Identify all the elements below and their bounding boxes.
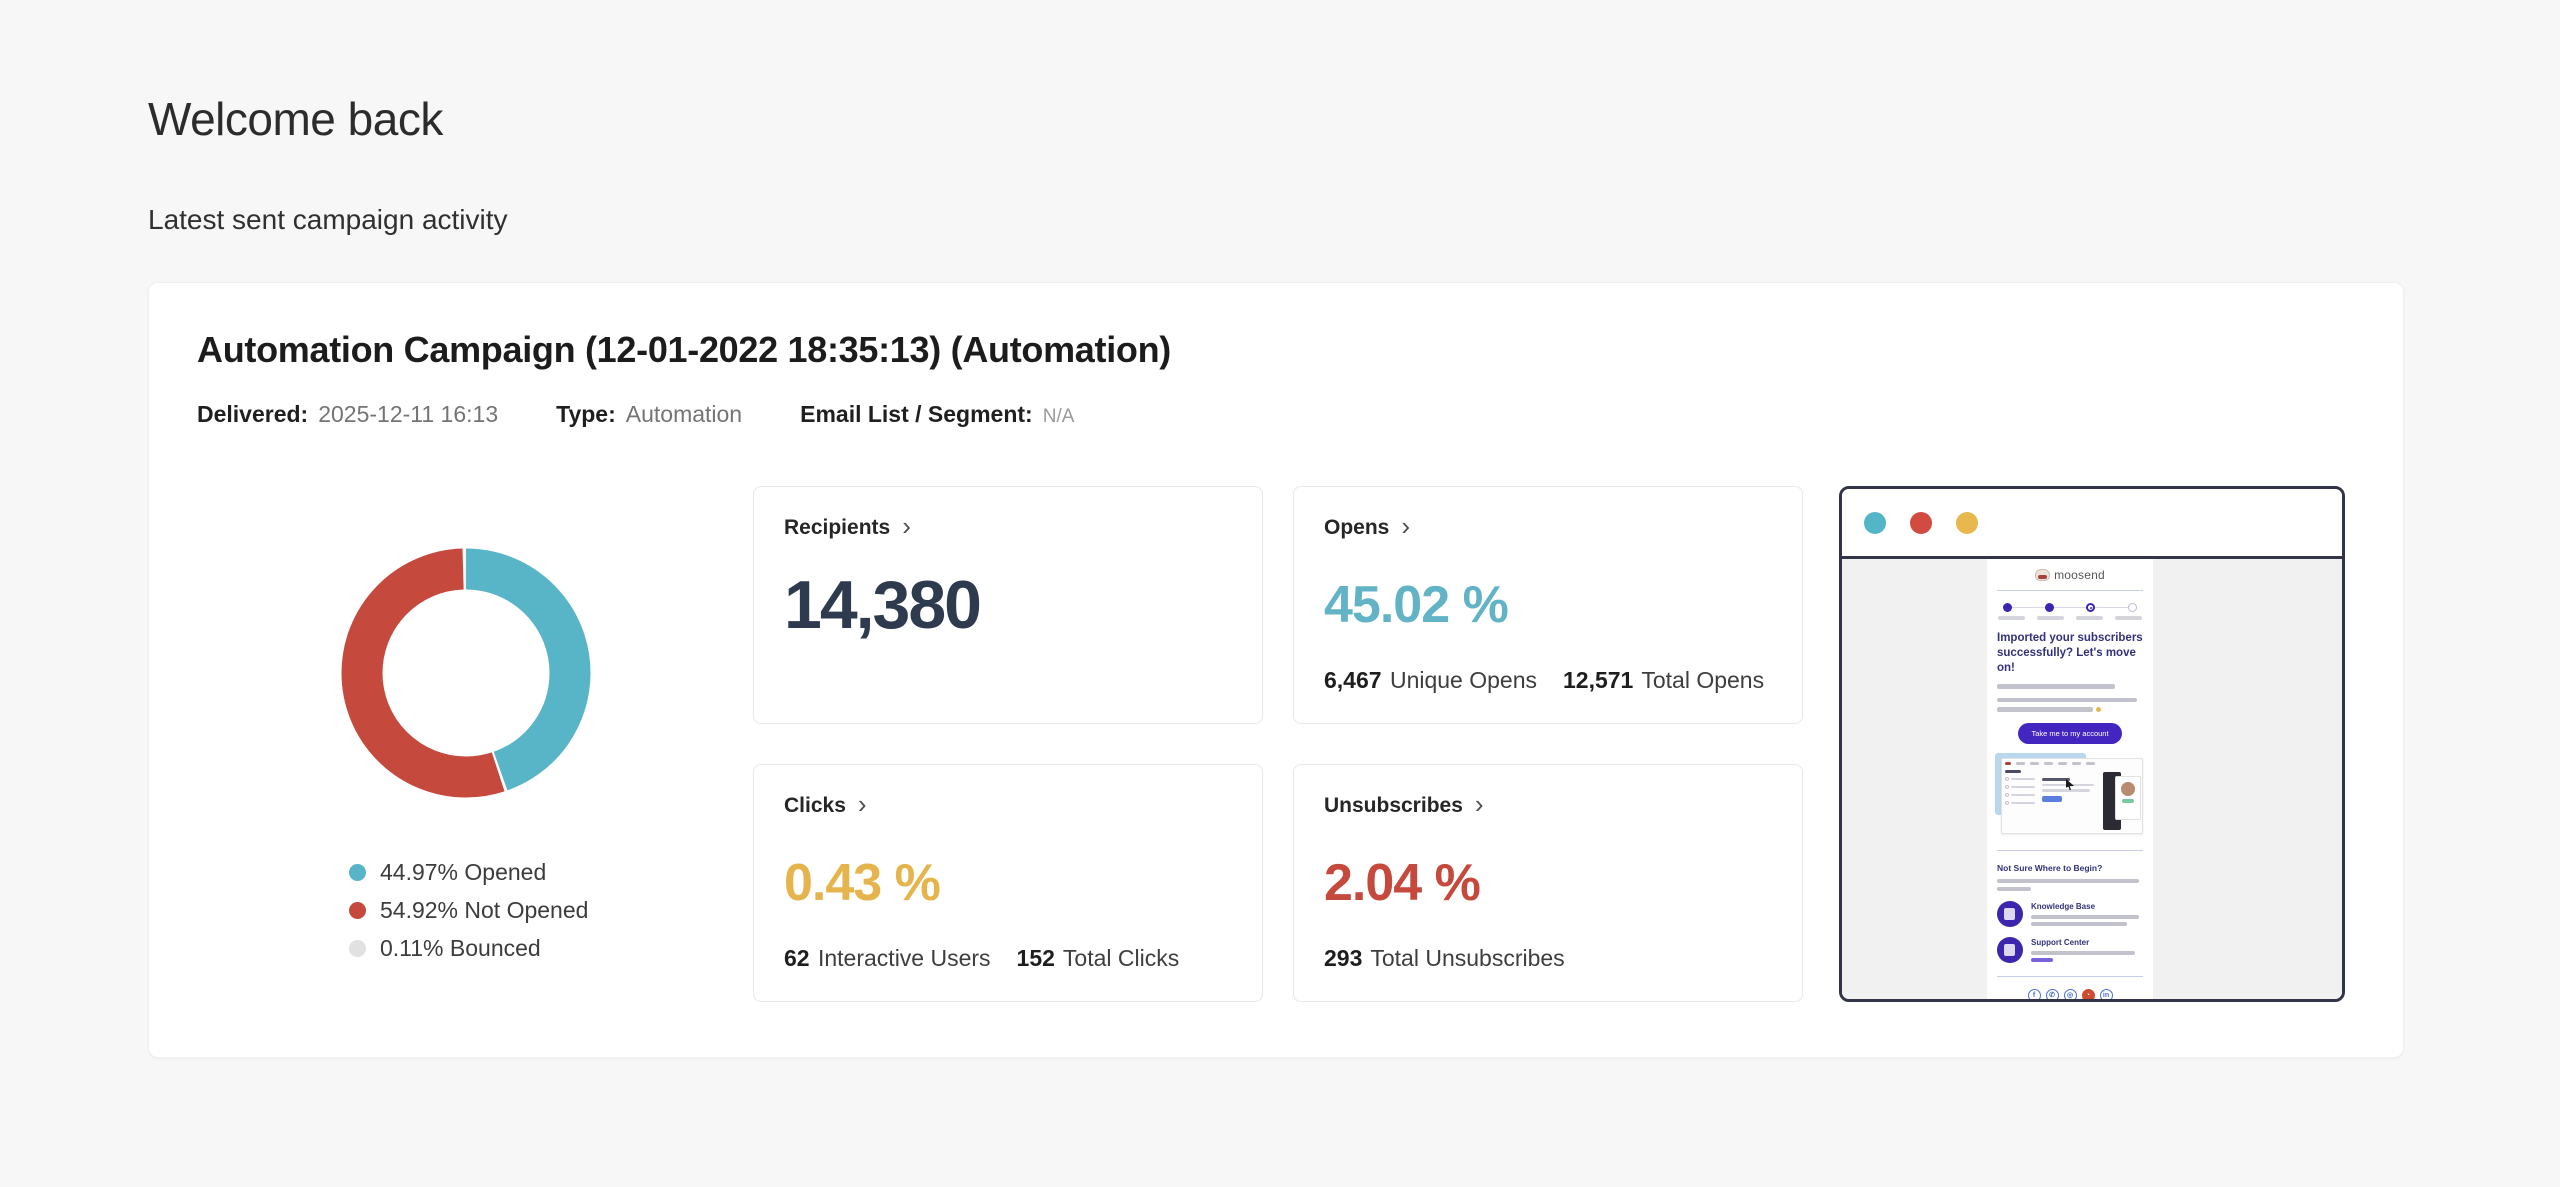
email-divider [1997, 590, 2143, 591]
step-todo-icon [2128, 603, 2138, 612]
legend-label-bounced: 0.11% Bounced [380, 934, 541, 961]
mini-blue-button [2042, 795, 2062, 802]
window-dot-yellow [1956, 511, 1978, 534]
step-done-icon [2044, 603, 2054, 612]
knowledge-base-icon [1997, 901, 2023, 927]
phone-icon: ✆ [2045, 989, 2059, 999]
email-preview-window[interactable]: moosend [1839, 486, 2345, 1002]
chevron-right-icon: › [857, 789, 867, 819]
moosend-brand-text: moosend [2054, 568, 2105, 582]
stat-substats-clicks: 62 Interactive Users 152 Total Clicks [784, 945, 1232, 973]
campaign-meta: Delivered: 2025-12-11 16:13 Type: Automa… [197, 401, 2355, 428]
stat-card-clicks[interactable]: Clicks › 0.43 % 62 Interactive Users 152… [753, 764, 1263, 1002]
section-subtitle: Latest sent campaign activity [148, 204, 508, 235]
dribbble-icon: ◔ [2081, 989, 2095, 999]
linkedin-icon: in [2099, 989, 2113, 999]
meta-segment: Email List / Segment: N/A [800, 401, 1074, 428]
step-current-icon [2086, 603, 2096, 612]
emoji-icon [2096, 707, 2101, 712]
moosend-logo-icon [2035, 569, 2051, 581]
email-item-support-center: Support Center [1997, 937, 2143, 963]
meta-delivered: Delivered: 2025-12-11 16:13 [197, 401, 498, 428]
meta-type-label: Type: [556, 401, 616, 427]
campaign-content: 44.97% Opened 54.92% Not Opened 0.11% Bo… [197, 486, 2355, 1002]
donut-chart [341, 548, 591, 798]
stats-grid: Recipients › 14,380 Opens › 45.02 % 6,46… [753, 486, 1803, 1002]
email-social-row: f ✆ ◎ ◔ in [1997, 989, 2143, 999]
email-item-knowledge-base: Knowledge Base [1997, 901, 2143, 927]
stat-value-recipients: 14,380 [784, 567, 982, 643]
legend-label-opened: 44.97% Opened [380, 858, 547, 885]
email-divider [1997, 850, 2143, 851]
meta-type: Type: Automation [556, 401, 742, 428]
legend-item-opened: 44.97% Opened [349, 853, 753, 891]
email-thumbnail: moosend [1987, 559, 2153, 999]
stat-title-opens: Opens [1324, 516, 1390, 539]
email-section-title: Not Sure Where to Begin? [1997, 863, 2103, 873]
stat-title-clicks: Clicks [784, 794, 846, 817]
chevron-right-icon: › [1401, 511, 1411, 541]
email-cta-button: Take me to my account [2018, 723, 2122, 744]
legend-dot-bounced [349, 939, 366, 957]
legend-label-not-opened: 54.92% Not Opened [380, 896, 589, 923]
stat-value-unsubscribes: 2.04 % [1324, 854, 1481, 912]
email-divider [1997, 976, 2143, 977]
unique-opens: 6,467 Unique Opens [1324, 667, 1537, 693]
stat-value-clicks: 0.43 % [784, 854, 941, 912]
email-brand: moosend [1997, 568, 2143, 582]
stat-substats-unsubscribes: 293 Total Unsubscribes [1324, 945, 1772, 973]
cursor-icon [2066, 779, 2074, 790]
stat-head-opens[interactable]: Opens › [1324, 513, 1772, 543]
facebook-icon: f [2027, 989, 2041, 999]
legend-item-bounced: 0.11% Bounced [349, 929, 753, 967]
chevron-right-icon: › [902, 511, 911, 541]
email-body-text [1997, 684, 2143, 712]
email-heading: Imported your subscribers successfully? … [1997, 632, 2143, 674]
meta-delivered-value: 2025-12-11 16:13 [318, 401, 499, 427]
email-app-screenshot [1995, 753, 2143, 838]
meta-segment-value: N/A [1042, 406, 1075, 427]
avatar [2121, 781, 2135, 796]
window-dot-red [1910, 511, 1932, 534]
onboarding-stepper [1997, 603, 2143, 612]
campaign-card: Automation Campaign (12-01-2022 18:35:13… [148, 282, 2404, 1058]
stat-head-unsubscribes[interactable]: Unsubscribes › [1324, 791, 1772, 821]
window-dot-teal [1864, 511, 1886, 534]
email-preview-panel: moosend [1839, 486, 2345, 1002]
donut-chart-svg [341, 548, 591, 798]
stat-card-opens[interactable]: Opens › 45.02 % 6,467 Unique Opens 12,57… [1293, 486, 1803, 724]
chevron-right-icon: › [1474, 789, 1484, 819]
stat-substats-opens: 6,467 Unique Opens 12,571 Total Opens [1324, 667, 1772, 695]
meta-type-value: Automation [625, 401, 743, 427]
dashboard-page: Welcome back Latest sent campaign activi… [148, 93, 2404, 1058]
total-opens: 12,571 Total Opens [1563, 667, 1765, 693]
interactive-users: 62 Interactive Users [784, 945, 991, 971]
support-center-icon [1997, 937, 2023, 963]
stat-card-recipients[interactable]: Recipients › 14,380 [753, 486, 1263, 724]
stat-head-recipients[interactable]: Recipients › [784, 513, 1232, 543]
preview-window-titlebar [1842, 489, 2342, 559]
delivery-chart-panel: 44.97% Opened 54.92% Not Opened 0.11% Bo… [197, 486, 753, 1002]
meta-delivered-label: Delivered: [197, 401, 309, 427]
campaign-title: Automation Campaign (12-01-2022 18:35:13… [197, 329, 1171, 370]
stepper-labels [1997, 616, 2143, 620]
meta-segment-label: Email List / Segment: [800, 401, 1033, 427]
preview-window-body: moosend [1842, 559, 2342, 999]
stat-head-clicks[interactable]: Clicks › [784, 791, 1232, 821]
chart-legend: 44.97% Opened 54.92% Not Opened 0.11% Bo… [349, 853, 753, 967]
total-unsubscribes: 293 Total Unsubscribes [1324, 945, 1565, 971]
stat-title-recipients: Recipients [784, 516, 891, 539]
legend-dot-opened [349, 863, 366, 881]
legend-dot-not-opened [349, 901, 366, 919]
step-done-icon [2003, 603, 2012, 612]
stat-value-opens: 45.02 % [1324, 576, 1509, 634]
instagram-icon: ◎ [2063, 989, 2077, 999]
stat-card-unsubscribes[interactable]: Unsubscribes › 2.04 % 293 Total Unsubscr… [1293, 764, 1803, 1002]
stat-title-unsubscribes: Unsubscribes [1324, 794, 1463, 817]
stat-substats-recipients [784, 667, 1232, 695]
total-clicks: 152 Total Clicks [1016, 945, 1180, 971]
page-title: Welcome back [148, 93, 443, 145]
legend-item-not-opened: 54.92% Not Opened [349, 891, 753, 929]
